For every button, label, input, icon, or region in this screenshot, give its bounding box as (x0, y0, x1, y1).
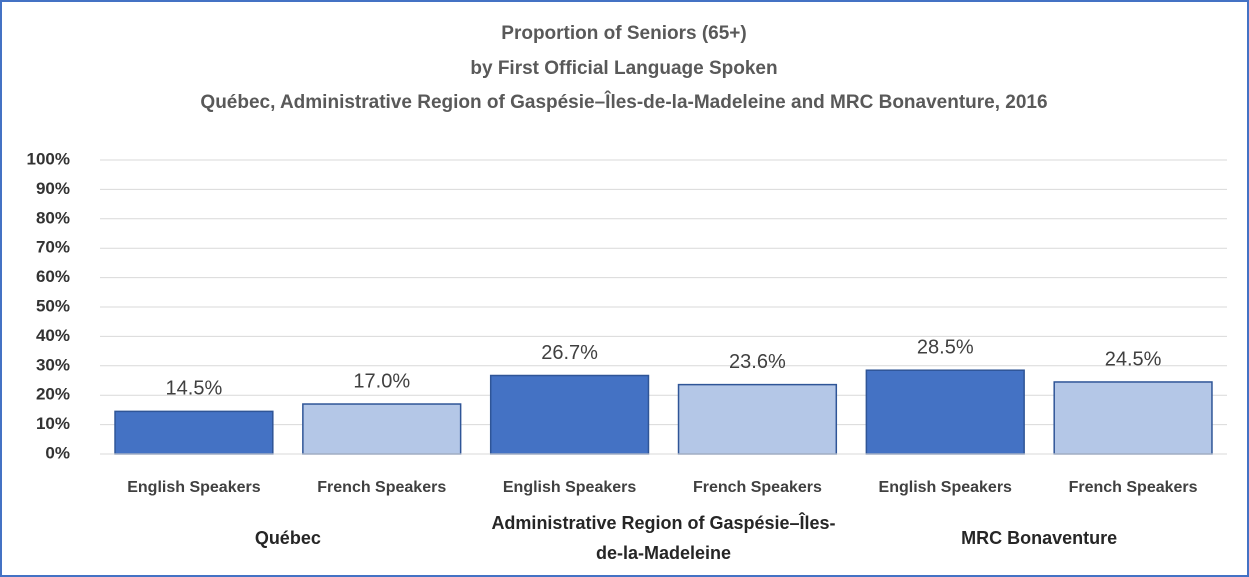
group-label: Québec (254, 528, 321, 548)
value-label: 14.5% (166, 378, 223, 400)
value-label: 24.5% (1105, 348, 1162, 370)
y-tick-label: 80% (36, 208, 70, 227)
x-tick-label: English Speakers (503, 479, 636, 496)
group-label: MRC Bonaventure (961, 528, 1118, 548)
y-tick-label: 40% (36, 326, 70, 345)
y-tick-label: 0% (45, 443, 70, 462)
y-tick-label: 10% (36, 414, 70, 433)
chart-title: Proportion of Seniors (65+) (501, 23, 746, 44)
y-tick-label: 70% (36, 238, 70, 257)
bar (302, 403, 462, 455)
x-tick-label: English Speakers (879, 479, 1012, 496)
x-tick-label: French Speakers (317, 479, 446, 496)
bar (114, 410, 274, 455)
y-tick-label: 90% (36, 179, 70, 198)
y-tick-label: 100% (27, 149, 70, 168)
y-tick-label: 20% (36, 385, 70, 404)
group-label: Administrative Region of Gaspésie–Îles-d… (491, 513, 836, 563)
value-label: 23.6% (729, 351, 786, 373)
bar (489, 374, 650, 455)
bar (865, 369, 1025, 455)
chart-subtitle: by First Official Language Spoken (470, 58, 777, 79)
bar (1053, 381, 1213, 455)
x-tick-label: French Speakers (1069, 479, 1198, 496)
value-label: 26.7% (541, 342, 598, 364)
bar (677, 383, 838, 455)
y-tick-label: 30% (36, 355, 70, 374)
x-tick-label: French Speakers (693, 479, 822, 496)
y-tick-label: 60% (36, 267, 70, 286)
value-label: 17.0% (353, 370, 410, 392)
value-label: 28.5% (917, 336, 974, 358)
x-tick-label: English Speakers (127, 479, 260, 496)
chart-subtitle: Québec, Administrative Region of Gaspési… (200, 91, 1047, 113)
y-tick-label: 50% (36, 296, 70, 315)
